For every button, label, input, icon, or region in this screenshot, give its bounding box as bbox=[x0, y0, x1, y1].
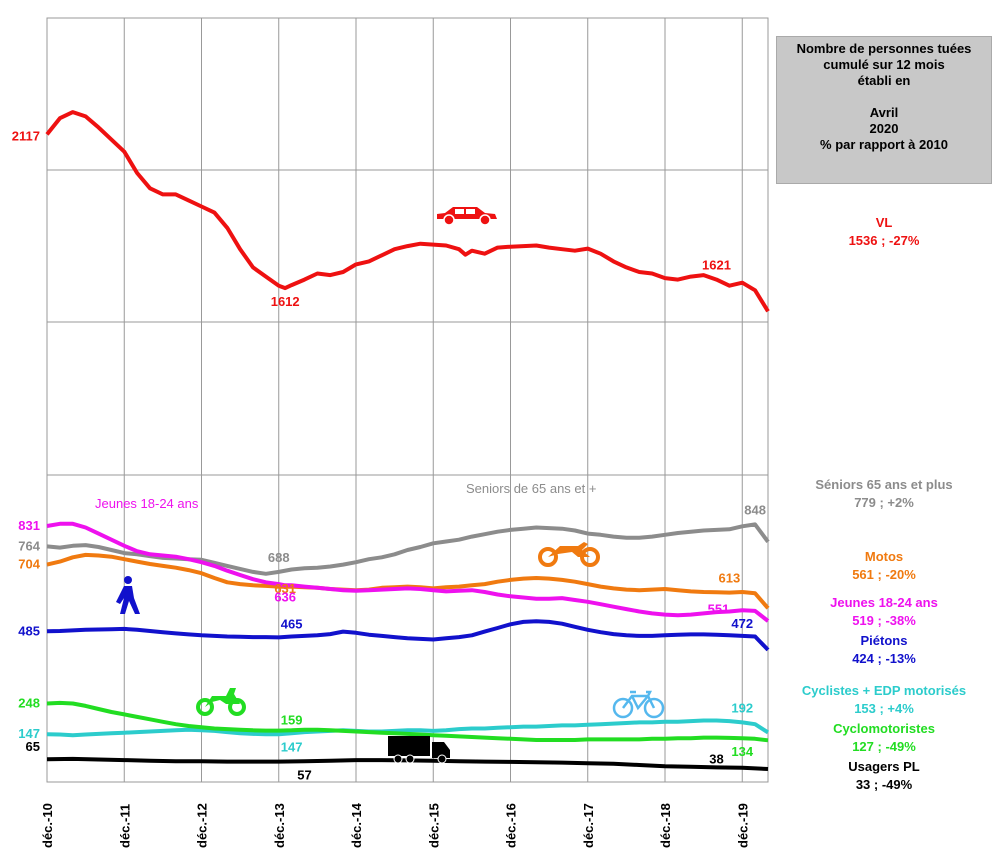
data-label-cyclistes: 192 bbox=[731, 700, 753, 715]
series-line-cyclo bbox=[46, 700, 769, 743]
x-tick-label: déc.-14 bbox=[349, 802, 364, 848]
data-label-cyclistes: 147 bbox=[281, 739, 303, 754]
series-line-vl bbox=[45, 110, 770, 313]
data-label-cyclistes: 147 bbox=[18, 726, 40, 741]
data-label-jeunes: 636 bbox=[274, 589, 296, 604]
info-line-7: % par rapport à 2010 bbox=[820, 137, 948, 152]
data-label-pietons: 465 bbox=[281, 616, 303, 631]
chart-info-box: Nombre de personnes tuées cumulé sur 12 … bbox=[776, 36, 992, 184]
data-label-motos: 704 bbox=[18, 557, 40, 572]
series-annotation-jeunes: Jeunes 18-24 ans bbox=[95, 496, 199, 511]
chart-grid bbox=[46, 17, 769, 783]
info-line-5: Avril bbox=[869, 105, 899, 120]
data-label-vl: 1621 bbox=[702, 258, 731, 273]
legend-vl-summary: 1536 ; -27% bbox=[848, 233, 920, 248]
x-tick-label: déc.-12 bbox=[195, 803, 210, 848]
x-tick-label: déc.-10 bbox=[40, 803, 55, 848]
series-line-seniors bbox=[46, 522, 770, 576]
legend-cyclistes: Cyclistes + EDP motorisés 153 ; +4% bbox=[776, 682, 992, 718]
data-label-cyclo: 134 bbox=[731, 744, 753, 759]
data-label-jeunes: 551 bbox=[708, 602, 730, 617]
x-tick-label: déc.-13 bbox=[272, 803, 287, 848]
x-tick-label: déc.-17 bbox=[581, 803, 596, 848]
series-line-jeunes bbox=[46, 521, 770, 623]
series-line-pietons bbox=[46, 619, 770, 652]
x-tick-label: déc.-11 bbox=[117, 804, 132, 848]
data-label-cyclo: 159 bbox=[281, 712, 303, 727]
data-label-jeunes: 831 bbox=[18, 518, 40, 533]
motorcycle-icon bbox=[538, 542, 600, 567]
series-line-cyclistes bbox=[46, 718, 770, 738]
legend-pl-name: Usagers PL bbox=[848, 759, 920, 774]
series-annotation-seniors: Seniors de 65 ans et + bbox=[466, 481, 596, 496]
legend-pietons-summary: 424 ; -13% bbox=[852, 651, 916, 666]
legend-cyclo-name: Cyclomotoristes bbox=[833, 721, 935, 736]
data-label-seniors: 848 bbox=[744, 502, 766, 517]
chart-series bbox=[45, 110, 770, 771]
data-label-pl: 57 bbox=[297, 767, 311, 782]
legend-cyclistes-name: Cyclistes + EDP motorisés bbox=[801, 683, 967, 698]
info-line-6: 2020 bbox=[869, 121, 899, 136]
legend-pietons-name: Piétons bbox=[860, 633, 908, 648]
legend-seniors-name: Séniors 65 ans et plus bbox=[815, 477, 953, 492]
pedestrian-icon bbox=[116, 576, 140, 614]
truck-icon bbox=[388, 736, 450, 764]
data-label-cyclo: 248 bbox=[18, 695, 40, 710]
data-label-motos: 631 bbox=[274, 581, 296, 596]
legend-motos-name: Motos bbox=[864, 549, 904, 564]
x-tick-label: déc.-19 bbox=[735, 803, 750, 848]
legend-motos-summary: 561 ; -20% bbox=[852, 567, 916, 582]
x-tick-label: déc.-15 bbox=[426, 803, 441, 848]
info-line-1: Nombre de personnes tuées bbox=[796, 41, 972, 56]
legend-seniors: Séniors 65 ans et plus 779 ; +2% bbox=[776, 476, 992, 512]
legend-vl: VL 1536 ; -27% bbox=[776, 214, 992, 250]
data-label-pl: 65 bbox=[26, 739, 40, 754]
legend-jeunes-summary: 519 ; -38% bbox=[852, 613, 916, 628]
x-tick-label: déc.-18 bbox=[658, 803, 673, 848]
legend-jeunes: Jeunes 18-24 ans 519 ; -38% bbox=[776, 594, 992, 630]
plot-frame bbox=[46, 17, 769, 783]
data-label-pietons: 485 bbox=[18, 623, 40, 638]
legend-seniors-summary: 779 ; +2% bbox=[854, 495, 914, 510]
data-label-pietons: 472 bbox=[731, 616, 753, 631]
data-label-pl: 38 bbox=[709, 751, 723, 766]
legend-jeunes-name: Jeunes 18-24 ans bbox=[830, 595, 938, 610]
series-line-motos bbox=[46, 552, 770, 610]
scooter-icon bbox=[196, 688, 246, 716]
legend-cyclo: Cyclomotoristes 127 ; -49% bbox=[776, 720, 992, 756]
car-icon bbox=[437, 207, 497, 226]
bicycle-icon bbox=[612, 690, 665, 719]
legend-cyclo-summary: 127 ; -49% bbox=[852, 739, 916, 754]
legend-cyclistes-summary: 153 ; +4% bbox=[854, 701, 914, 716]
x-tick-label: déc.-16 bbox=[504, 803, 519, 848]
info-line-3: établi en bbox=[857, 73, 911, 88]
chart-icons bbox=[116, 207, 665, 764]
info-line-4 bbox=[777, 89, 991, 105]
data-label-vl: 2117 bbox=[12, 128, 40, 143]
data-label-seniors: 688 bbox=[268, 550, 290, 565]
legend-motos: Motos 561 ; -20% bbox=[776, 548, 992, 584]
series-value-labels: 2117161216217646888487046316138316365514… bbox=[12, 128, 766, 782]
data-label-seniors: 764 bbox=[18, 538, 40, 553]
data-label-vl: 1612 bbox=[271, 294, 300, 309]
legend-pietons: Piétons 424 ; -13% bbox=[776, 632, 992, 668]
x-axis-ticks: déc.-10 déc.-11 déc.-12 déc.-13 déc.-14 déc.-… bbox=[40, 802, 750, 848]
info-line-2: cumulé sur 12 mois bbox=[823, 57, 945, 72]
legend-vl-name: VL bbox=[875, 215, 893, 230]
legend-pl: Usagers PL 33 ; -49% bbox=[776, 758, 992, 794]
data-label-motos: 613 bbox=[719, 571, 741, 586]
legend-pl-summary: 33 ; -49% bbox=[855, 777, 913, 792]
